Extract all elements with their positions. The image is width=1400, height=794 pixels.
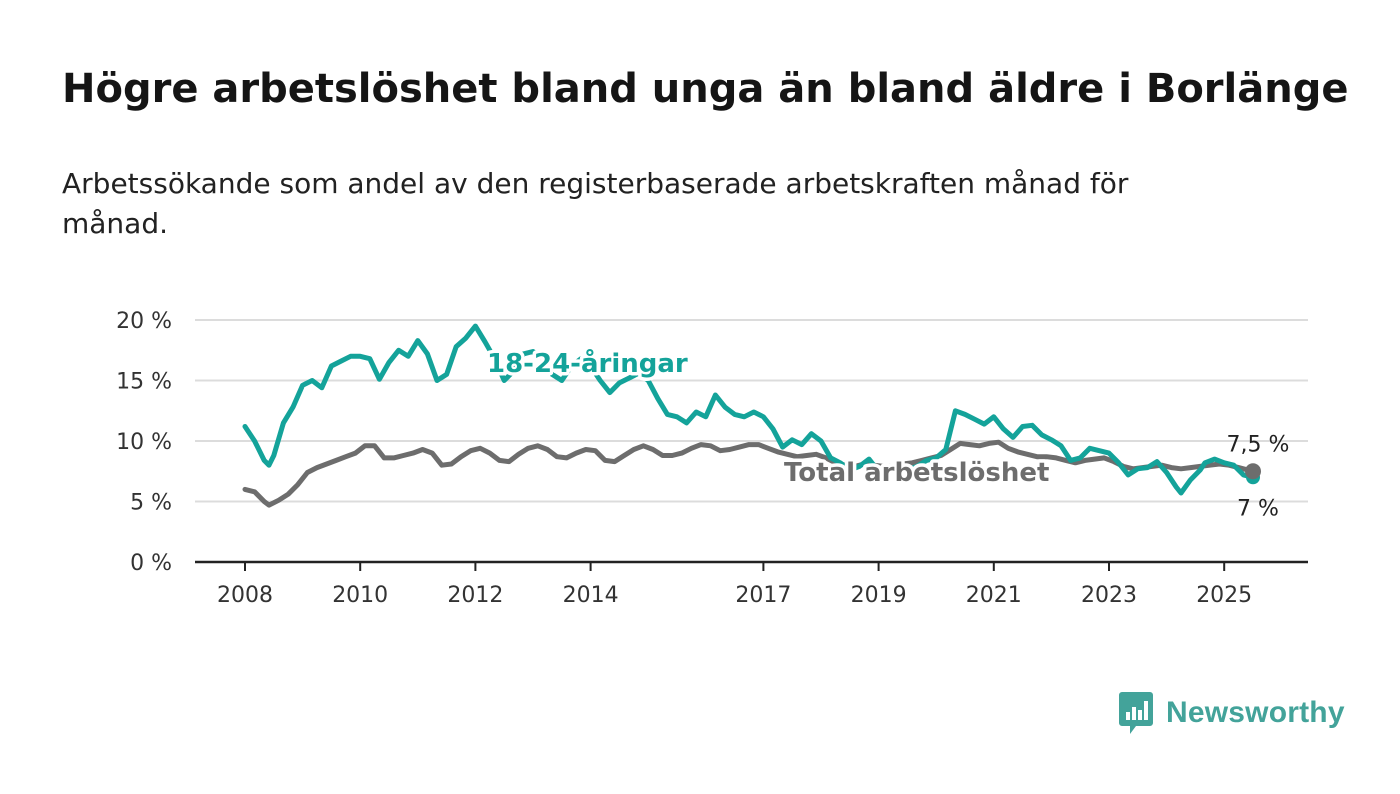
y-tick-label: 0 % — [130, 551, 172, 576]
end-value-label-youth: 7 % — [1237, 496, 1279, 521]
x-tick-label: 2017 — [735, 583, 791, 608]
newsworthy-logo: Newsworthy — [1118, 690, 1345, 736]
y-tick-label: 20 % — [116, 309, 172, 334]
series-line-youth — [242, 323, 1256, 496]
series-label-total: Total arbetslöshet — [784, 458, 1049, 488]
x-tick-label: 2019 — [851, 583, 907, 608]
series-label-youth: 18-24-åringar — [487, 347, 688, 379]
x-axis-ticks: 2008 2010 2012 2014 2017 2019 2021 2023 2025 — [217, 562, 1252, 608]
chat-bar-chart-icon — [1119, 692, 1153, 734]
x-tick-label: 2008 — [217, 583, 273, 608]
series-line-total — [242, 439, 1256, 508]
x-tick-label: 2021 — [966, 583, 1022, 608]
x-tick-label: 2025 — [1196, 583, 1252, 608]
total-end-marker — [1245, 463, 1261, 480]
y-axis-ticks: 0 % 5 % 10 % 15 % 20 % — [116, 309, 172, 576]
end-value-label-total: 7,5 % — [1227, 432, 1290, 457]
series-lines — [242, 323, 1256, 508]
chart-subtitle: Arbetssökande som andel av den registerb… — [62, 167, 1129, 240]
chart-title: Högre arbetslöshet bland unga än bland ä… — [62, 66, 1349, 112]
x-tick-label: 2012 — [447, 583, 503, 608]
y-tick-label: 10 % — [116, 430, 172, 455]
x-tick-label: 2010 — [332, 583, 388, 608]
brand-name: Newsworthy — [1166, 696, 1345, 729]
y-tick-label: 5 % — [130, 491, 172, 516]
x-tick-label: 2014 — [563, 583, 619, 608]
series-labels: 18-24-åringar Total arbetslöshet 7,5 % 7… — [484, 344, 1290, 522]
y-tick-label: 15 % — [116, 370, 172, 395]
x-tick-label: 2023 — [1081, 583, 1137, 608]
